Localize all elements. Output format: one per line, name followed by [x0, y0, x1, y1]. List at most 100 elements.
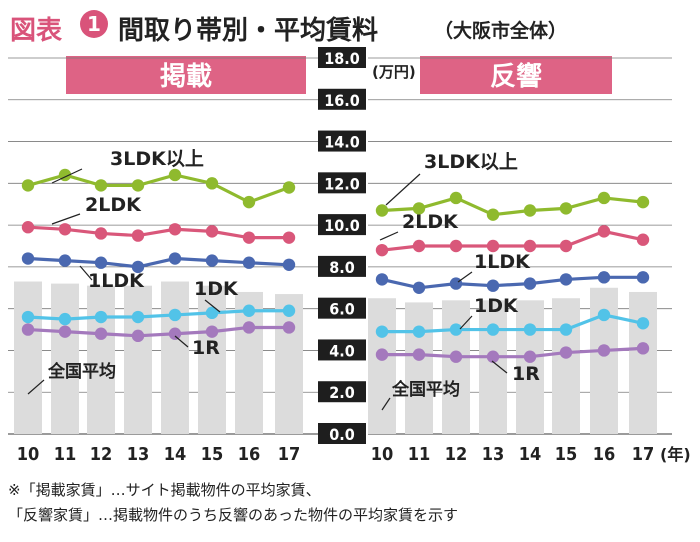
x-tick-label-1-11: 11 [54, 444, 77, 465]
y-tick-box-4 [318, 255, 366, 277]
point-1-1R-14 [168, 327, 182, 340]
series-line-1-3LDK以上 [27, 173, 290, 204]
chart-title: 間取り帯別・平均賃料 [118, 16, 379, 46]
point-1-1R-15 [205, 325, 219, 338]
x-tick-label-2-10: 10 [371, 444, 394, 465]
point-2-3LDK以上-14 [523, 204, 537, 217]
bar-1-12 [87, 285, 115, 434]
series-leader-1-3 [204, 299, 221, 313]
point-2-1R-14 [523, 350, 537, 363]
y-tick-box-7 [318, 130, 366, 152]
point-2-1R-17 [636, 342, 650, 355]
y-tick-label-5: 10.0 [324, 216, 360, 235]
y-tick-box-5 [318, 214, 366, 236]
bar-label-leader-2 [381, 397, 391, 411]
bar-1-17 [275, 294, 303, 434]
point-2-1LDK-10 [375, 273, 389, 286]
y-axis-unit-label: (万円) [372, 63, 416, 81]
x-tick-label-1-16: 16 [238, 444, 261, 465]
series-label-1-1LDK: 1LDK [88, 270, 145, 292]
point-1-1LDK-16 [242, 256, 256, 269]
point-1-1DK-11 [58, 312, 72, 326]
point-2-1LDK-17 [636, 271, 650, 284]
point-2-1DK-12 [449, 323, 463, 336]
point-2-1DK-10 [375, 325, 389, 338]
bar-label-leader-1 [27, 379, 45, 395]
rent-chart: 掲載 反響 0.0 2.0 4.0 6.0 8.0 10.0 12.0 14.0 16.0 18.0 (… [8, 47, 691, 465]
point-2-1LDK-12 [449, 277, 463, 290]
point-2-1DK-16 [597, 308, 611, 322]
y-tick-label-2: 4.0 [329, 341, 355, 360]
point-2-1R-12 [449, 350, 463, 363]
series-leader-1-0 [51, 168, 83, 184]
series-label-2-1LDK: 1LDK [474, 251, 531, 273]
point-2-3LDK以上-13 [486, 208, 500, 221]
series-label-1-1DK: 1DK [194, 278, 239, 300]
series-leader-1-4 [174, 335, 189, 348]
y-tick-box-0 [318, 423, 366, 444]
bar-2-13 [479, 300, 507, 434]
chart-subtitle: （大阪市全体） [434, 20, 568, 42]
bar-2-15 [552, 298, 580, 434]
point-2-1LDK-13 [486, 279, 500, 292]
point-2-1R-10 [375, 348, 389, 361]
point-1-3LDK以上-14 [168, 168, 182, 182]
x-tick-label-2-17: 17 [632, 444, 655, 465]
series-leader-2-1 [379, 231, 399, 241]
panel-title-banner-2 [420, 56, 612, 94]
footnote-line-1: ※「掲載家賃」…サイト掲載物件の平均家賃、 [8, 481, 321, 499]
bar-2-10 [368, 298, 396, 434]
point-2-2LDK-13 [486, 239, 500, 253]
bar-1-14 [161, 281, 189, 434]
x-axis-unit-label: (年) [660, 445, 691, 464]
series-line-2-3LDK以上 [381, 196, 644, 217]
bar-2-12 [442, 300, 470, 434]
series-leader-1-2 [79, 265, 93, 281]
figure-label: 図表 [10, 16, 63, 46]
y-tick-box-8 [318, 88, 366, 110]
point-1-1DK-17 [282, 304, 296, 317]
point-1-3LDK以上-12 [94, 179, 108, 192]
chart-header: 図表 1 間取り帯別・平均賃料 （大阪市全体） [10, 4, 690, 46]
y-tick-label-8: 16.0 [324, 91, 360, 110]
point-2-3LDK以上-17 [636, 195, 650, 209]
series-label-2-2LDK: 2LDK [402, 211, 459, 233]
y-tick-box-6 [318, 172, 366, 194]
bar-2-17 [629, 291, 657, 434]
x-tick-label-2-16: 16 [593, 444, 616, 465]
point-2-1LDK-11 [412, 281, 426, 294]
point-1-2LDK-13 [131, 229, 145, 242]
series-line-2-1LDK [381, 275, 643, 290]
point-1-1DK-10 [21, 310, 35, 324]
series-label-2-3LDK以上: 3LDK以上 [424, 151, 518, 173]
panel-title-banner-1 [66, 56, 306, 94]
point-1-3LDK以上-17 [282, 181, 296, 194]
point-1-1DK-14 [168, 308, 182, 322]
x-tick-label-2-11: 11 [408, 444, 431, 465]
point-1-1DK-16 [242, 304, 256, 317]
point-1-2LDK-15 [205, 225, 219, 238]
point-1-1LDK-17 [282, 258, 296, 271]
point-1-1R-11 [58, 325, 72, 338]
y-tick-label-0: 0.0 [329, 425, 355, 444]
point-1-3LDK以上-15 [205, 177, 219, 190]
point-1-2LDK-10 [21, 221, 35, 234]
y-tick-label-6: 12.0 [324, 174, 360, 193]
series-leader-1-1 [51, 213, 81, 225]
series-leader-2-4 [491, 360, 508, 374]
point-2-2LDK-15 [559, 239, 573, 253]
point-1-2LDK-17 [282, 231, 296, 244]
series-label-1-2LDK: 2LDK [85, 194, 142, 216]
point-1-1R-17 [282, 321, 296, 334]
x-tick-label-2-12: 12 [445, 444, 468, 465]
x-tick-label-2-15: 15 [555, 444, 578, 465]
footnote-line-2: 「反響家賃」…掲載物件のうち反響のあった物件の平均家賃を示す [8, 506, 459, 524]
series-label-2-1R: 1R [512, 363, 540, 385]
panel-title-1: 掲載 [160, 62, 212, 92]
point-1-1R-10 [21, 323, 35, 336]
footnote: ※「掲載家賃」…サイト掲載物件の平均家賃、 「反響家賃」…掲載物件のうち反響のあ… [8, 478, 458, 528]
series-label-1-3LDK以上: 3LDK以上 [110, 148, 204, 170]
point-1-3LDK以上-13 [131, 179, 145, 192]
point-2-3LDK以上-10 [375, 204, 389, 217]
series-leader-2-0 [385, 173, 421, 206]
